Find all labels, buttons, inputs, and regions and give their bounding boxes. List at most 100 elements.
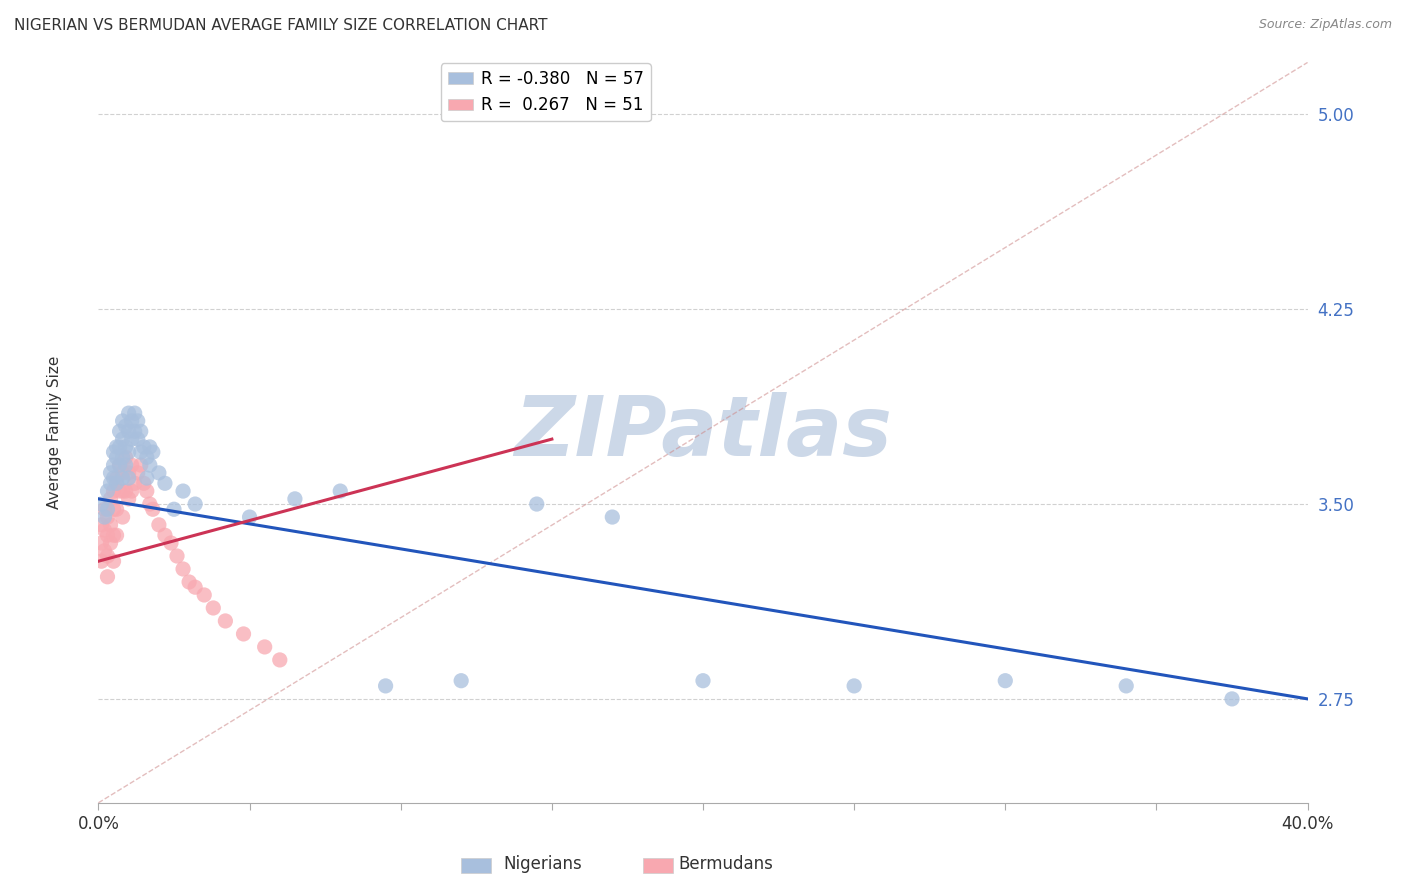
Point	[90, 497, 112, 511]
Point	[118, 425, 141, 439]
Point	[269, 653, 291, 667]
Point	[118, 406, 141, 420]
Point	[135, 484, 157, 499]
Point	[121, 414, 143, 428]
Point	[135, 471, 157, 485]
Point	[114, 419, 136, 434]
Point	[111, 471, 134, 485]
Point	[692, 673, 714, 688]
Point	[96, 570, 118, 584]
Point	[284, 491, 307, 506]
Point	[184, 580, 207, 594]
Point	[96, 549, 118, 563]
Point	[994, 673, 1017, 688]
Text: ZIPatlas: ZIPatlas	[515, 392, 891, 473]
Point	[96, 484, 118, 499]
Point	[100, 476, 122, 491]
Point	[118, 445, 141, 459]
Point	[202, 601, 225, 615]
Point	[160, 536, 183, 550]
Point	[139, 497, 162, 511]
Point	[374, 679, 396, 693]
Point	[139, 458, 162, 472]
Point	[114, 450, 136, 465]
Point	[111, 484, 134, 499]
Point	[132, 476, 155, 491]
Point	[96, 502, 118, 516]
Point	[105, 450, 128, 465]
Point	[93, 502, 115, 516]
Point	[129, 458, 152, 472]
Point	[844, 679, 866, 693]
Text: Bermudans: Bermudans	[679, 855, 773, 873]
Point	[129, 425, 152, 439]
Point	[121, 458, 143, 472]
Point	[103, 484, 125, 499]
Point	[114, 484, 136, 499]
Point	[108, 425, 131, 439]
Point	[103, 554, 125, 568]
Point	[121, 432, 143, 446]
Point	[118, 466, 141, 480]
Point	[132, 440, 155, 454]
Point	[148, 466, 170, 480]
Point	[602, 510, 624, 524]
Text: Source: ZipAtlas.com: Source: ZipAtlas.com	[1258, 18, 1392, 31]
Point	[111, 510, 134, 524]
Point	[108, 484, 131, 499]
Point	[105, 471, 128, 485]
Point	[96, 510, 118, 524]
Point	[105, 476, 128, 491]
Y-axis label: Average Family Size: Average Family Size	[48, 356, 62, 509]
Point	[118, 471, 141, 485]
Text: NIGERIAN VS BERMUDAN AVERAGE FAMILY SIZE CORRELATION CHART: NIGERIAN VS BERMUDAN AVERAGE FAMILY SIZE…	[14, 18, 547, 33]
Point	[103, 502, 125, 516]
Point	[166, 549, 188, 563]
Point	[153, 476, 176, 491]
Point	[450, 673, 472, 688]
Point	[142, 502, 165, 516]
Point	[111, 466, 134, 480]
Point	[103, 445, 125, 459]
Point	[124, 476, 146, 491]
Point	[114, 440, 136, 454]
Point	[526, 497, 548, 511]
Point	[108, 458, 131, 472]
Point	[239, 510, 262, 524]
FancyBboxPatch shape	[643, 858, 672, 873]
Point	[90, 517, 112, 532]
Point	[93, 510, 115, 524]
Point	[142, 445, 165, 459]
Point	[172, 562, 194, 576]
Point	[148, 517, 170, 532]
Point	[1115, 679, 1137, 693]
Point	[124, 425, 146, 439]
Point	[93, 544, 115, 558]
Point	[100, 466, 122, 480]
Point	[103, 528, 125, 542]
Legend: R = -0.380   N = 57, R =  0.267   N = 51: R = -0.380 N = 57, R = 0.267 N = 51	[441, 63, 651, 121]
Point	[124, 406, 146, 420]
Point	[214, 614, 236, 628]
Point	[184, 497, 207, 511]
Point	[90, 536, 112, 550]
Point	[139, 440, 162, 454]
Point	[232, 627, 254, 641]
Point	[103, 471, 125, 485]
Text: Nigerians: Nigerians	[503, 855, 582, 873]
Point	[121, 484, 143, 499]
Point	[127, 466, 149, 480]
Point	[93, 523, 115, 537]
Point	[127, 432, 149, 446]
Point	[100, 536, 122, 550]
Point	[253, 640, 276, 654]
Point	[103, 458, 125, 472]
Point	[172, 484, 194, 499]
Point	[129, 445, 152, 459]
Point	[105, 502, 128, 516]
Point	[100, 491, 122, 506]
Point	[105, 440, 128, 454]
Point	[179, 574, 201, 589]
Point	[108, 458, 131, 472]
Point	[127, 414, 149, 428]
